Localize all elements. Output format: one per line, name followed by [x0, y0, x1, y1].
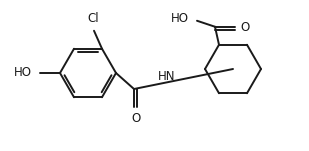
- Text: O: O: [240, 21, 249, 34]
- Text: HO: HO: [171, 12, 189, 25]
- Text: HO: HO: [14, 66, 32, 79]
- Text: HN: HN: [158, 69, 176, 82]
- Text: Cl: Cl: [87, 12, 99, 25]
- Text: O: O: [131, 112, 140, 125]
